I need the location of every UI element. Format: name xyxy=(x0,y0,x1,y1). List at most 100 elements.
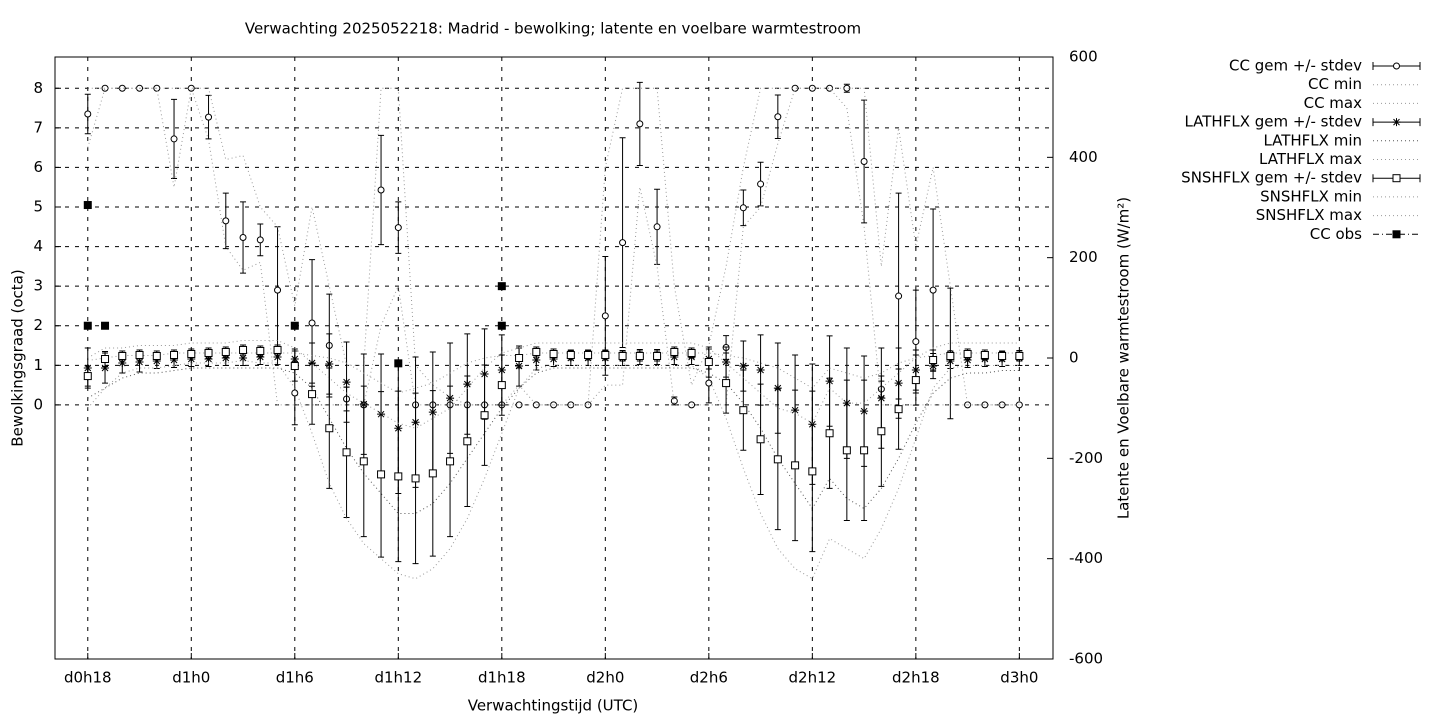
data-point xyxy=(497,381,506,390)
x-tick-label: d1h18 xyxy=(478,669,526,687)
x-tick-label: d2h0 xyxy=(586,669,624,687)
x-tick-label: d1h0 xyxy=(172,669,210,687)
min-max-line xyxy=(87,367,1020,515)
data-point xyxy=(411,474,420,483)
legend-label: SNSHFLX gem +/- stdev xyxy=(1181,169,1362,187)
data-point xyxy=(756,435,765,444)
data-point xyxy=(895,292,903,300)
data-point xyxy=(256,352,265,361)
data-point xyxy=(1015,351,1024,360)
data-point xyxy=(687,348,696,357)
data-point xyxy=(635,351,644,360)
data-point xyxy=(170,350,179,359)
data-point xyxy=(756,366,765,375)
data-point xyxy=(273,352,282,361)
data-point xyxy=(877,427,886,436)
data-point xyxy=(325,360,334,369)
data-point xyxy=(152,351,161,360)
legend-label: CC min xyxy=(1308,75,1362,93)
data-point xyxy=(825,429,834,438)
data-point xyxy=(791,461,800,470)
data-point xyxy=(688,401,696,409)
data-point xyxy=(256,346,265,355)
data-point xyxy=(618,351,627,360)
data-point xyxy=(515,401,523,409)
data-point xyxy=(135,350,144,359)
y2-tick-label: 200 xyxy=(1069,248,1098,266)
data-point xyxy=(239,233,247,241)
data-point xyxy=(963,356,972,365)
legend-label: SNSHFLX max xyxy=(1256,206,1362,224)
data-point xyxy=(550,401,558,409)
data-point xyxy=(101,364,110,373)
data-point xyxy=(222,217,230,225)
x-tick-label: d2h6 xyxy=(690,669,728,687)
min-max-line xyxy=(87,360,1020,580)
x-tick-label: d0h18 xyxy=(64,669,112,687)
data-point xyxy=(946,351,955,360)
x-tick-label: d2h18 xyxy=(892,669,940,687)
legend-label: LATHFLX gem +/- stdev xyxy=(1184,113,1362,131)
data-point xyxy=(377,186,385,194)
data-point xyxy=(394,224,402,232)
data-point xyxy=(515,354,524,362)
x-tick-label: d1h12 xyxy=(374,669,422,687)
legend-marker xyxy=(1392,118,1401,127)
y-tick-label: 4 xyxy=(33,237,43,255)
y-tick-label: 8 xyxy=(33,79,43,97)
data-point xyxy=(342,378,351,387)
data-point xyxy=(670,347,679,356)
data-point xyxy=(325,424,334,433)
data-point xyxy=(653,223,661,231)
data-point xyxy=(808,467,817,476)
min-max-line xyxy=(87,87,1020,406)
data-point xyxy=(342,448,351,457)
data-point xyxy=(83,372,92,381)
data-point xyxy=(239,354,248,362)
data-point xyxy=(980,350,989,359)
x-tick-label: d1h6 xyxy=(276,669,314,687)
data-point xyxy=(584,350,593,359)
data-point xyxy=(963,349,972,358)
legend-marker xyxy=(1392,174,1401,183)
data-point xyxy=(153,84,161,92)
data-point xyxy=(359,457,368,466)
data-point xyxy=(704,358,713,367)
y2-tick-label: 600 xyxy=(1069,48,1098,66)
y-tick-label: 6 xyxy=(33,158,43,176)
y-tick-label: 0 xyxy=(33,395,43,413)
data-point xyxy=(773,455,782,464)
data-point xyxy=(118,359,127,368)
data-point xyxy=(773,384,782,393)
data-point xyxy=(911,376,920,385)
data-point xyxy=(929,286,937,294)
data-point xyxy=(601,350,610,359)
legend-label: CC gem +/- stdev xyxy=(1229,57,1362,75)
data-point xyxy=(290,362,299,371)
data-point xyxy=(83,321,92,330)
data-point xyxy=(705,379,713,387)
y-tick-label: 1 xyxy=(33,356,43,374)
data-point xyxy=(273,345,282,354)
data-point xyxy=(653,351,662,360)
data-point xyxy=(221,354,230,362)
legend-label: LATHFLX max xyxy=(1259,150,1362,168)
min-max-line xyxy=(87,339,1020,429)
data-point xyxy=(446,457,455,466)
data-point xyxy=(205,113,213,121)
x-axis-label: Verwachtingstijd (UTC) xyxy=(468,697,639,715)
data-point xyxy=(774,113,782,121)
data-point xyxy=(101,355,110,364)
data-point xyxy=(497,321,506,330)
data-point xyxy=(83,201,92,210)
data-point xyxy=(308,359,317,368)
y-tick-label: 2 xyxy=(33,316,43,334)
data-point xyxy=(739,406,748,415)
legend-label: CC obs xyxy=(1310,225,1362,243)
y-tick-label: 7 xyxy=(33,118,43,136)
data-point xyxy=(791,84,799,92)
data-point xyxy=(860,446,869,455)
data-point xyxy=(204,355,213,364)
data-point xyxy=(101,84,109,92)
data-point xyxy=(135,358,144,367)
